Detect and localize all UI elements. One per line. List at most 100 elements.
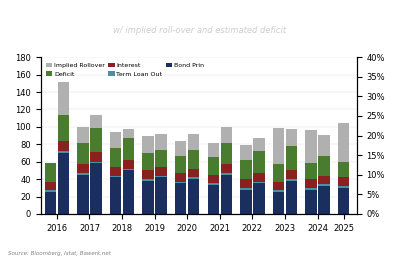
- Bar: [305, 179, 317, 188]
- Bar: [58, 141, 69, 151]
- Bar: [253, 173, 265, 182]
- Bar: [208, 175, 219, 183]
- Bar: [58, 153, 69, 214]
- Bar: [338, 178, 349, 186]
- Bar: [221, 143, 232, 164]
- Text: Source: Bloomberg, Istat, Bawerk.net: Source: Bloomberg, Istat, Bawerk.net: [8, 251, 111, 256]
- Bar: [286, 128, 297, 146]
- Bar: [240, 160, 252, 179]
- Bar: [305, 130, 317, 164]
- Bar: [142, 153, 154, 171]
- Bar: [45, 192, 56, 214]
- Bar: [338, 186, 349, 188]
- Bar: [142, 179, 154, 181]
- Bar: [305, 190, 317, 214]
- Bar: [208, 157, 219, 175]
- Bar: [175, 141, 186, 156]
- Bar: [123, 169, 134, 171]
- Bar: [221, 127, 232, 143]
- Bar: [77, 164, 89, 173]
- Bar: [110, 176, 121, 178]
- Legend: Implied Rollover, Deficit, Interest, Term Loan Out, Bond Prin: Implied Rollover, Deficit, Interest, Ter…: [44, 60, 206, 79]
- Bar: [338, 162, 349, 178]
- Bar: [318, 184, 330, 186]
- Bar: [188, 179, 200, 214]
- Bar: [221, 164, 232, 173]
- Bar: [77, 173, 89, 175]
- Bar: [123, 160, 134, 169]
- Bar: [175, 183, 186, 214]
- Bar: [142, 181, 154, 214]
- Bar: [142, 135, 154, 153]
- Bar: [123, 171, 134, 214]
- Bar: [77, 175, 89, 214]
- Text: Euro Bn.: Euro Bn.: [8, 15, 40, 24]
- Bar: [188, 169, 200, 178]
- Bar: [286, 146, 297, 171]
- Bar: [338, 123, 349, 162]
- Bar: [188, 178, 200, 179]
- Bar: [305, 164, 317, 179]
- Bar: [208, 183, 219, 185]
- Bar: [58, 115, 69, 141]
- Bar: [286, 181, 297, 214]
- Bar: [123, 138, 134, 160]
- Bar: [156, 150, 167, 167]
- Bar: [45, 182, 56, 190]
- Bar: [318, 157, 330, 176]
- Bar: [90, 115, 102, 128]
- Bar: [110, 132, 121, 148]
- Bar: [175, 173, 186, 182]
- Bar: [188, 134, 200, 150]
- Bar: [253, 138, 265, 151]
- Bar: [90, 152, 102, 162]
- Bar: [123, 130, 134, 138]
- Bar: [90, 162, 102, 164]
- Bar: [110, 148, 121, 167]
- Bar: [221, 175, 232, 214]
- Bar: [58, 151, 69, 153]
- Bar: [273, 190, 284, 192]
- Bar: [45, 163, 56, 182]
- Bar: [188, 150, 200, 169]
- Text: Italian Maturity Profile: Italian Maturity Profile: [129, 7, 271, 17]
- Bar: [240, 179, 252, 188]
- Bar: [305, 188, 317, 190]
- Bar: [318, 135, 330, 157]
- Bar: [90, 164, 102, 214]
- Bar: [156, 176, 167, 178]
- Bar: [110, 167, 121, 176]
- Text: w/ implied roll-over and estimated deficit: w/ implied roll-over and estimated defic…: [114, 27, 286, 35]
- Bar: [208, 185, 219, 214]
- Bar: [156, 178, 167, 214]
- Bar: [90, 128, 102, 152]
- Bar: [77, 127, 89, 143]
- Bar: [110, 178, 121, 214]
- Bar: [240, 145, 252, 160]
- Bar: [253, 182, 265, 183]
- Bar: [156, 134, 167, 150]
- Bar: [338, 188, 349, 214]
- Bar: [58, 82, 69, 115]
- Bar: [318, 186, 330, 214]
- Bar: [253, 151, 265, 173]
- Bar: [273, 192, 284, 214]
- Bar: [156, 167, 167, 176]
- Bar: [273, 128, 284, 164]
- Bar: [77, 143, 89, 164]
- Bar: [240, 188, 252, 190]
- Bar: [221, 173, 232, 175]
- Text: Share of
GDP: Share of GDP: [360, 10, 392, 29]
- Bar: [175, 156, 186, 173]
- Bar: [273, 182, 284, 190]
- Bar: [240, 190, 252, 214]
- Bar: [286, 171, 297, 179]
- Bar: [175, 182, 186, 183]
- Bar: [318, 176, 330, 184]
- Bar: [273, 164, 284, 182]
- Bar: [45, 190, 56, 192]
- Bar: [208, 143, 219, 157]
- Bar: [142, 171, 154, 179]
- Bar: [286, 179, 297, 181]
- Bar: [253, 183, 265, 214]
